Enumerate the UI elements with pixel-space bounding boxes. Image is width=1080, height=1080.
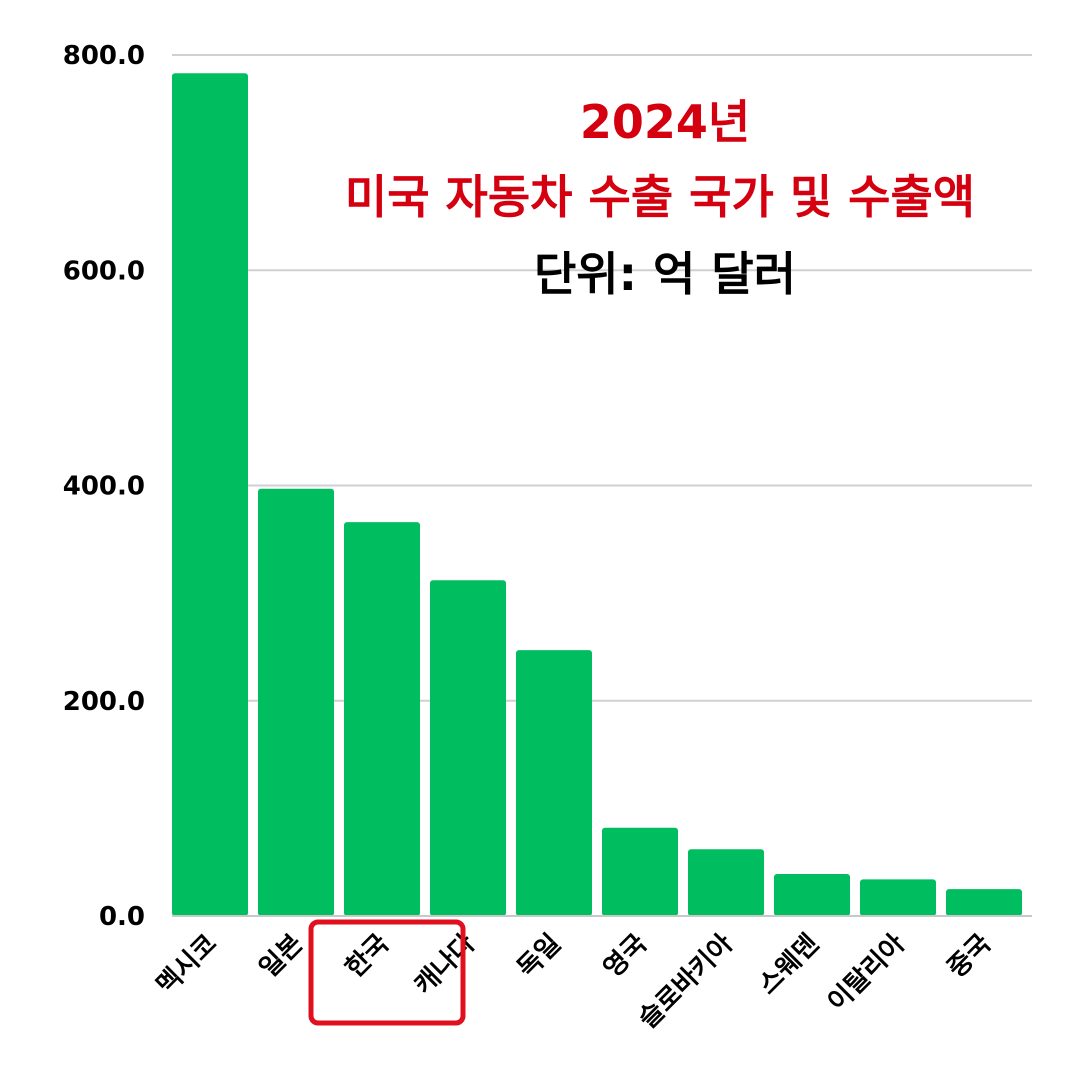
y-tick-label: 400.0 (63, 472, 145, 502)
x-category-label: 슬로바키아 (633, 929, 739, 1035)
chart-title: 미국 자동차 수출 국가 및 수출액 (345, 170, 975, 224)
y-axis-ticks: 0.0 200.0 400.0 600.0 800.0 (63, 41, 145, 932)
x-category-label: 스웨덴 (753, 929, 825, 1001)
bar (602, 827, 678, 916)
bar (516, 650, 592, 916)
x-category-label: 캐나다 (409, 929, 481, 1001)
y-tick-label: 600.0 (63, 256, 145, 286)
x-category-label: 한국 (340, 929, 395, 984)
bar (344, 522, 420, 916)
bar (946, 889, 1022, 916)
x-category-label: 일본 (254, 929, 309, 984)
bar (688, 849, 764, 916)
chart-title-year: 2024년 (580, 95, 750, 149)
chart-unit-label: 단위: 억 달러 (534, 247, 796, 301)
bar (860, 879, 936, 916)
x-category-label: 독일 (512, 929, 567, 984)
x-category-label: 이탈리아 (822, 929, 911, 1018)
x-category-label: 중국 (942, 929, 997, 984)
y-tick-label: 800.0 (63, 41, 145, 71)
bar (430, 580, 506, 916)
y-tick-label: 0.0 (99, 902, 145, 932)
bar (172, 73, 248, 916)
bar (258, 488, 334, 916)
x-category-label: 영국 (598, 929, 653, 984)
bar (774, 874, 850, 916)
bars (172, 73, 1022, 916)
x-category-label: 멕시코 (151, 929, 223, 1001)
y-tick-label: 200.0 (63, 687, 145, 717)
highlight-box (308, 919, 466, 1026)
gridlines (172, 54, 1032, 702)
